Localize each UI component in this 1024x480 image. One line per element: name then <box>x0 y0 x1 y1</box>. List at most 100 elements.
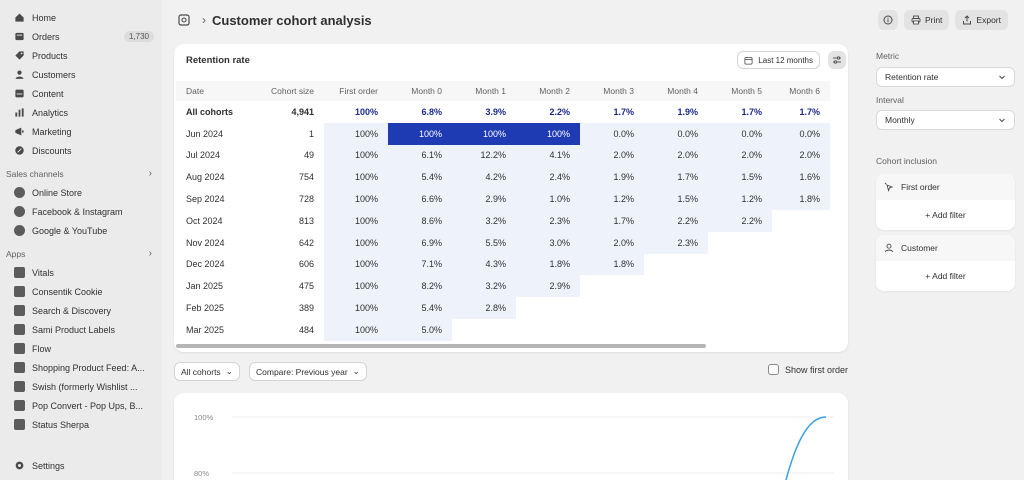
sidebar-item-products[interactable]: Products <box>0 46 162 65</box>
sidebar-item-marketing[interactable]: Marketing <box>0 122 162 141</box>
table-cell: 2.4% <box>516 166 580 189</box>
apps-label: Apps <box>6 248 26 259</box>
sidebar-item-swish-formerly-wishlist[interactable]: Swish (formerly Wishlist ... <box>0 377 162 396</box>
table-cell: 2.2% <box>708 209 772 232</box>
column-header[interactable]: Date <box>176 81 248 101</box>
date-range-button[interactable]: Last 12 months <box>737 51 820 69</box>
column-header[interactable]: Month 4 <box>644 81 708 101</box>
sidebar-item-settings[interactable]: Settings <box>0 456 162 475</box>
horizontal-scrollbar[interactable] <box>176 344 706 348</box>
table-cell: 100% <box>324 275 388 298</box>
sidebar-item-content[interactable]: Content <box>0 84 162 103</box>
calendar-icon <box>744 56 753 65</box>
table-cell: 100% <box>324 166 388 189</box>
sidebar-item-shopping-product-feed-a[interactable]: Shopping Product Feed: A... <box>0 358 162 377</box>
sidebar-item-label: Discounts <box>32 145 72 156</box>
customer-label: Customer <box>901 243 938 253</box>
sidebar-item-online-store[interactable]: Online Store <box>0 183 162 202</box>
sidebar-item-flow[interactable]: Flow <box>0 339 162 358</box>
table-cell: 5.0% <box>388 318 452 341</box>
series-line <box>785 416 827 480</box>
discount-icon <box>14 145 25 156</box>
analytics-report-icon[interactable] <box>178 14 190 26</box>
show-first-order-toggle[interactable]: Show first order <box>767 364 848 375</box>
sidebar-item-status-sherpa[interactable]: Status Sherpa <box>0 415 162 434</box>
show-first-order-checkbox[interactable] <box>767 364 779 375</box>
interval-select[interactable]: Monthly <box>876 110 1015 130</box>
table-settings-button[interactable] <box>828 51 846 69</box>
chevron-right-icon: › <box>148 248 152 259</box>
column-header[interactable]: Month 1 <box>452 81 516 101</box>
table-cell: 1.2% <box>708 188 772 210</box>
print-button[interactable]: Print <box>903 10 950 30</box>
date-range-label: Last 12 months <box>758 55 813 65</box>
sidebar-item-customers[interactable]: Customers <box>0 65 162 84</box>
sidebar-item-label: Customers <box>32 69 76 80</box>
table-cell <box>772 210 830 232</box>
app-icon <box>14 381 25 392</box>
table-cell: 484 <box>298 324 314 335</box>
retention-card: Retention rate Last 12 months Date Cohort… <box>174 44 848 352</box>
table-row: Mar 2025 484 100% 5.0% <box>176 318 830 341</box>
column-header[interactable]: Month 2 <box>516 81 580 101</box>
meta-icon <box>14 206 25 217</box>
table-cell: 1.7% <box>580 209 644 232</box>
sidebar-item-discounts[interactable]: Discounts <box>0 141 162 160</box>
sidebar-item-google-youtube[interactable]: Google & YouTube <box>0 221 162 240</box>
table-cell: 100% <box>354 106 378 117</box>
table-cell: 1.8% <box>772 188 830 210</box>
compare-select[interactable]: Compare: Previous year ⌄ <box>249 362 367 381</box>
column-header[interactable]: Month 5 <box>708 81 772 101</box>
table-cell: 2.8% <box>452 297 516 319</box>
cohorts-select-label: All cohorts <box>181 366 221 377</box>
table-cell: 2.0% <box>580 231 644 254</box>
column-header[interactable]: First order <box>324 81 388 101</box>
info-button[interactable] <box>877 10 898 30</box>
sidebar-item-home[interactable]: Home <box>0 8 162 27</box>
cohort-inclusion-label: Cohort inclusion <box>876 156 937 166</box>
table-cell: 0.0% <box>772 122 830 145</box>
sidebar-item-search-discovery[interactable]: Search & Discovery <box>0 301 162 320</box>
table-cell <box>708 275 772 297</box>
chevron-down-icon: ⌄ <box>352 366 360 376</box>
export-button[interactable]: Export <box>955 10 1008 30</box>
app-icon <box>14 305 25 316</box>
sidebar-item-label: Shopping Product Feed: A... <box>32 362 145 373</box>
table-cell: 100% <box>324 231 388 254</box>
add-filter-button[interactable]: + Add filter <box>876 261 1015 291</box>
table-cell: 6.1% <box>388 144 452 167</box>
sidebar-item-sami-product-labels[interactable]: Sami Product Labels <box>0 320 162 339</box>
column-header[interactable]: Month 6 <box>772 81 830 101</box>
sidebar-item-pop-convert-pop-ups-b[interactable]: Pop Convert - Pop Ups, B... <box>0 396 162 415</box>
cohorts-select[interactable]: All cohorts ⌄ <box>174 362 240 381</box>
first-order-inclusion-card: First order + Add filter <box>876 174 1015 230</box>
table-cell: 3.2% <box>452 209 516 232</box>
sidebar-item-vitals[interactable]: Vitals <box>0 263 162 282</box>
sales-channels-label: Sales channels <box>6 168 64 179</box>
content-icon <box>14 88 25 99</box>
add-filter-button[interactable]: + Add filter <box>876 200 1015 230</box>
app-icon <box>14 324 25 335</box>
metric-select[interactable]: Retention rate <box>876 67 1015 87</box>
table-cell <box>452 319 516 341</box>
table-cell: Jan 2025 <box>186 281 224 292</box>
table-cell: Sep 2024 <box>186 194 225 205</box>
apps-header[interactable]: Apps › <box>0 244 162 263</box>
column-header[interactable]: Month 0 <box>388 81 452 101</box>
table-cell: 1.8% <box>516 253 580 276</box>
column-header[interactable]: Cohort size <box>248 81 324 101</box>
retention-title: Retention rate <box>186 55 250 66</box>
sidebar-item-analytics[interactable]: Analytics <box>0 103 162 122</box>
sidebar-item-consentik-cookie[interactable]: Consentik Cookie <box>0 282 162 301</box>
storefront-icon <box>14 187 25 198</box>
table-cell: 1.7% <box>644 166 708 189</box>
sidebar-item-orders[interactable]: Orders 1,730 <box>0 27 162 46</box>
orders-icon <box>14 31 25 42</box>
page-title: Customer cohort analysis <box>212 12 372 28</box>
sidebar-item-facebook-instagram[interactable]: Facebook & Instagram <box>0 202 162 221</box>
table-cell: 4.3% <box>452 253 516 276</box>
column-header[interactable]: Month 3 <box>580 81 644 101</box>
sales-channels-header[interactable]: Sales channels › <box>0 164 162 183</box>
sliders-icon <box>833 56 841 64</box>
table-cell: 2.0% <box>580 144 644 167</box>
